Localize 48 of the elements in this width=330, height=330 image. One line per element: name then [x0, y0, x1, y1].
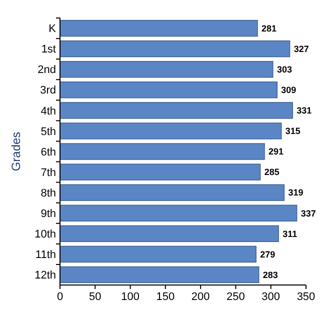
bar: [60, 20, 258, 37]
y-axis-title: Grades: [9, 132, 23, 172]
data-label: 303: [276, 64, 292, 74]
data-label: 309: [281, 85, 296, 96]
y-tick-label: 8th: [40, 187, 56, 200]
y-tick-label: 10th: [34, 228, 56, 241]
y-tick-label: 9th: [40, 208, 56, 220]
bar: [60, 184, 285, 201]
y-tick-label: 4th: [40, 105, 56, 118]
data-label: 319: [288, 188, 304, 198]
y-tick-label: K: [48, 23, 57, 36]
y-tick-label: 11th: [35, 249, 56, 262]
bar: [60, 246, 256, 262]
x-tick-label: 250: [226, 291, 245, 303]
bar: [60, 225, 279, 242]
y-tick-label: 7th: [40, 166, 56, 179]
bar: [60, 122, 282, 140]
x-tick-label: 200: [191, 291, 210, 303]
x-tick-label: 100: [121, 291, 140, 303]
y-tick-label: 5th: [40, 126, 56, 138]
bar: [60, 164, 261, 180]
x-tick-label: 0: [56, 291, 64, 303]
bar: [60, 102, 293, 119]
y-tick-label: 3rd: [40, 84, 56, 97]
bar: [60, 266, 260, 284]
bar: [60, 82, 278, 98]
data-label: 285: [264, 167, 280, 178]
data-label: 291: [268, 146, 284, 157]
x-tick-label: 350: [296, 291, 316, 303]
x-tick-label: 50: [89, 291, 102, 303]
y-tick-label: 1st: [41, 44, 56, 56]
bar: [60, 40, 290, 58]
bar: [60, 61, 274, 78]
y-tick-label: 12th: [34, 270, 56, 282]
data-label: 337: [300, 208, 316, 218]
data-label: 311: [282, 228, 298, 239]
data-label: 283: [262, 270, 278, 280]
data-label: 279: [260, 249, 276, 260]
data-label: 281: [262, 23, 277, 34]
bar: [60, 204, 298, 222]
y-tick-label: 2nd: [38, 64, 56, 76]
x-tick-label: 150: [156, 291, 175, 303]
bar: [60, 143, 265, 160]
y-tick-label: 6th: [40, 146, 56, 158]
data-label: 331: [296, 106, 312, 116]
data-label: 327: [294, 44, 309, 54]
x-tick-label: 300: [262, 291, 280, 303]
data-label: 315: [285, 126, 300, 136]
